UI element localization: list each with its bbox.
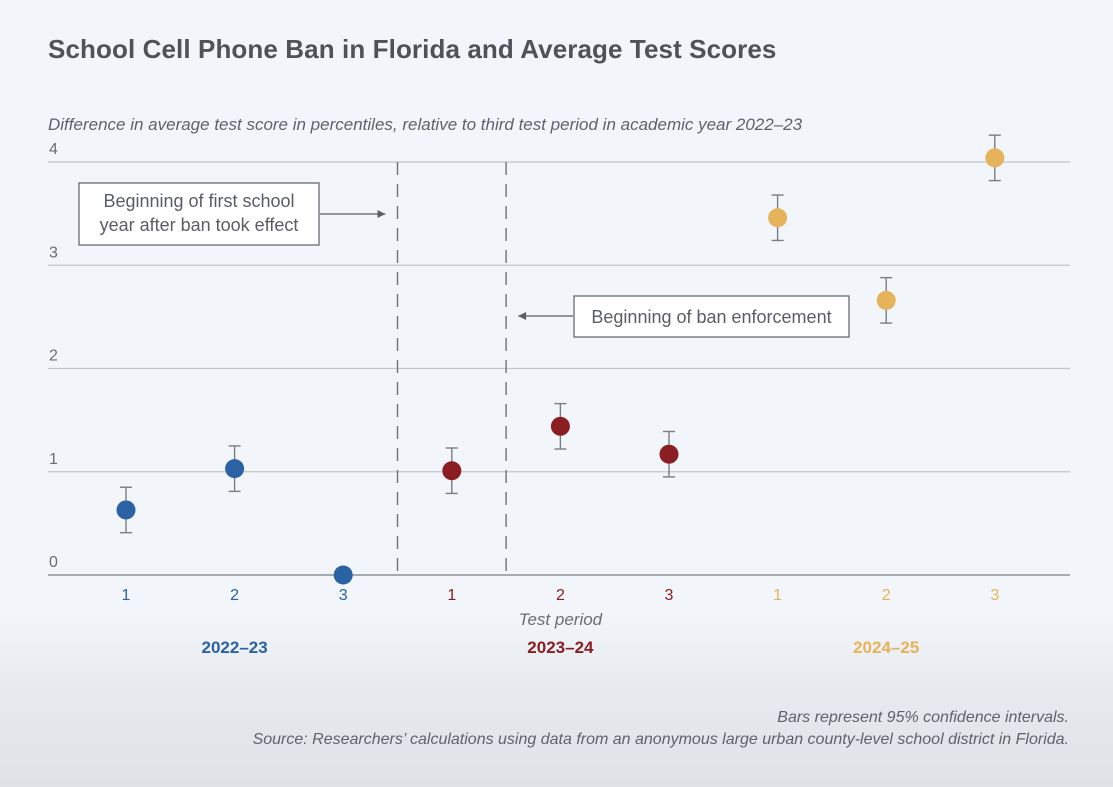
x-tick-label: 1 (773, 587, 782, 604)
annotations: Beginning of first school year after ban … (78, 182, 850, 338)
data-point (333, 565, 353, 585)
x-tick-label: 3 (990, 587, 999, 604)
y-tick-label: 1 (49, 451, 58, 468)
y-tick-label: 0 (49, 554, 58, 571)
data-point (550, 416, 570, 436)
x-tick-label: 2 (556, 587, 565, 604)
grid-lines (48, 161, 1070, 576)
x-axis-label: Test period (519, 610, 603, 629)
period-dividers (396, 162, 507, 575)
x-tick-label: 3 (339, 587, 348, 604)
x-tick-label: 1 (447, 587, 456, 604)
year-group-labels: 2022–23 2023–24 2024–25 (202, 638, 920, 657)
data-point (116, 500, 136, 520)
y-tick-label: 4 (49, 141, 58, 158)
arrowhead (518, 312, 527, 320)
data-point (442, 461, 462, 481)
x-tick-label: 2 (230, 587, 239, 604)
x-tick-label: 2 (882, 587, 891, 604)
year-label: 2024–25 (853, 638, 919, 657)
year-label: 2023–24 (527, 638, 594, 657)
annotation-text: Beginning of ban enforcement (591, 307, 831, 327)
error-bars (120, 134, 1001, 534)
annotation-text: year after ban took effect (100, 215, 299, 235)
data-point (768, 208, 788, 228)
arrowhead (377, 210, 386, 218)
footnote-source: Source: Researchers’ calculations using … (252, 731, 1069, 748)
annotation-first-school-year: Beginning of first school year after ban … (78, 182, 386, 246)
data-points (116, 148, 1005, 585)
annotation-ban-enforcement: Beginning of ban enforcement (518, 295, 850, 338)
chart-title: School Cell Phone Ban in Florida and Ave… (48, 34, 777, 64)
annotation-box (573, 295, 850, 338)
year-label: 2022–23 (202, 638, 268, 657)
annotation-box (78, 182, 320, 246)
y-tick-label: 3 (49, 244, 58, 261)
data-point (985, 148, 1005, 168)
data-point (225, 459, 245, 479)
y-tick-label: 2 (49, 348, 58, 365)
data-point (876, 290, 896, 310)
chart-subtitle: Difference in average test score in perc… (48, 115, 803, 134)
x-tick-labels: 1 2 3 1 2 3 1 2 3 (122, 587, 1000, 604)
x-tick-label: 1 (122, 587, 131, 604)
footnote-ci: Bars represent 95% confidence intervals. (777, 709, 1069, 726)
y-tick-labels: 0 1 2 3 4 (49, 141, 58, 571)
data-point (659, 444, 679, 464)
x-tick-label: 3 (665, 587, 674, 604)
annotation-text: Beginning of first school (103, 191, 294, 211)
